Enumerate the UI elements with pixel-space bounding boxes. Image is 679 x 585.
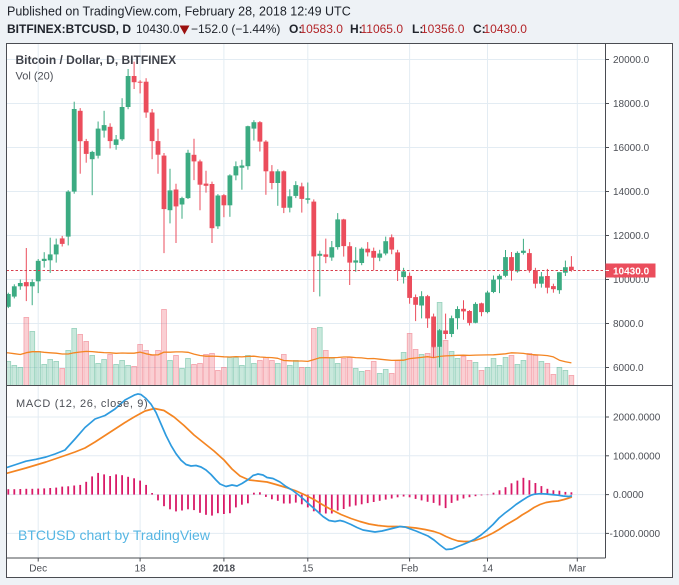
svg-text:2018: 2018 — [213, 564, 236, 575]
svg-text:20000.0: 20000.0 — [613, 55, 650, 66]
svg-text:2000.0000: 2000.0000 — [613, 413, 661, 424]
svg-text:Mar: Mar — [569, 564, 587, 575]
svg-text:10000.0: 10000.0 — [613, 275, 650, 286]
svg-text:BITFINEX:BTCUSD, D: BITFINEX:BTCUSD, D — [7, 22, 131, 36]
svg-text:Published on TradingView.com,: Published on TradingView.com, February 2… — [7, 5, 351, 19]
svg-text:16000.0: 16000.0 — [613, 143, 650, 154]
svg-text:Bitcoin / Dollar, D, BITFINEX: Bitcoin / Dollar, D, BITFINEX — [16, 53, 177, 67]
svg-text:18000.0: 18000.0 — [613, 99, 650, 110]
svg-text:0.0000: 0.0000 — [613, 490, 644, 501]
svg-text:1000.0000: 1000.0000 — [613, 451, 661, 462]
svg-text:6000.0: 6000.0 — [613, 363, 644, 374]
svg-text:Vol (20): Vol (20) — [16, 71, 54, 83]
svg-text:15: 15 — [302, 564, 314, 575]
svg-text:12000.0: 12000.0 — [613, 231, 650, 242]
svg-text:10430.0: 10430.0 — [484, 22, 528, 36]
svg-text:MACD (12, 26, close, 9): MACD (12, 26, close, 9) — [16, 398, 148, 410]
svg-text:H:: H: — [350, 22, 363, 36]
svg-text:10583.0: 10583.0 — [300, 22, 344, 36]
svg-text:10430.0: 10430.0 — [613, 267, 650, 278]
svg-text:10430.0: 10430.0 — [136, 22, 180, 36]
svg-text:BTCUSD chart by TradingView: BTCUSD chart by TradingView — [18, 527, 211, 543]
svg-text:O:: O: — [289, 22, 302, 36]
svg-text:14000.0: 14000.0 — [613, 187, 650, 198]
svg-text:-1000.0000: -1000.0000 — [610, 529, 661, 540]
svg-text:L:: L: — [412, 22, 423, 36]
svg-text:8000.0: 8000.0 — [613, 319, 644, 330]
svg-text:Dec: Dec — [29, 564, 47, 575]
svg-text:18: 18 — [135, 564, 147, 575]
svg-text:14: 14 — [482, 564, 494, 575]
svg-text:11065.0: 11065.0 — [361, 22, 404, 36]
svg-text:−152.0 (−1.44%): −152.0 (−1.44%) — [191, 22, 280, 36]
svg-text:10356.0: 10356.0 — [421, 22, 465, 36]
svg-text:Feb: Feb — [401, 564, 419, 575]
svg-text:C:: C: — [473, 22, 486, 36]
